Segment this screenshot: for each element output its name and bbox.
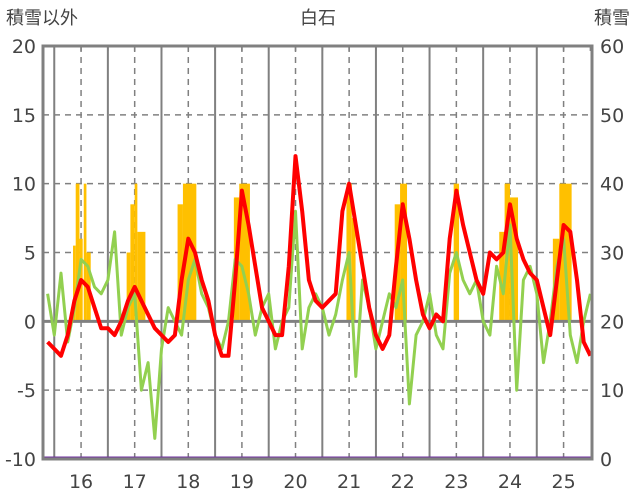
snow-bar — [75, 183, 80, 322]
left-tick-label: -10 — [5, 449, 36, 471]
x-tick-label: 19 — [230, 471, 254, 493]
right-axis-label: 積雪 — [594, 8, 630, 29]
snow-bar — [83, 183, 87, 322]
snow-bar — [134, 183, 138, 322]
left-tick-label: 10 — [12, 174, 36, 196]
plot-frame — [41, 44, 594, 461]
x-tick-label: 18 — [176, 471, 200, 493]
right-tick-label: 40 — [600, 174, 624, 196]
snow-bar — [400, 183, 408, 322]
snow-bar — [177, 204, 183, 322]
right-tick-label: 10 — [600, 380, 624, 402]
x-tick-label: 21 — [337, 471, 361, 493]
right-tick-label: 20 — [600, 311, 624, 333]
snow-bar — [73, 245, 76, 322]
snow-bar — [509, 197, 519, 322]
snow-bar — [126, 252, 131, 322]
x-tick-label: 16 — [69, 471, 93, 493]
snow-bar — [351, 218, 356, 322]
x-tick-label: 25 — [551, 471, 575, 493]
left-tick-label: 5 — [24, 243, 36, 265]
left-axis-label: 積雪以外 — [6, 8, 78, 29]
left-tick-label: 15 — [12, 105, 36, 127]
snow-bar — [499, 231, 505, 322]
x-tick-label: 24 — [498, 471, 522, 493]
snow-bar — [239, 183, 250, 322]
x-tick-label: 22 — [391, 471, 415, 493]
left-tick-label: 20 — [12, 36, 36, 58]
right-tick-label: 0 — [600, 449, 612, 471]
x-tick-label: 23 — [444, 471, 468, 493]
x-tick-label: 17 — [123, 471, 147, 493]
x-tick-label: 20 — [283, 471, 307, 493]
right-tick-label: 50 — [600, 105, 624, 127]
left-tick-label: -5 — [17, 380, 36, 402]
chart-title: 白石 — [300, 8, 336, 29]
right-tick-label: 60 — [600, 36, 624, 58]
left-tick-label: 0 — [24, 311, 36, 333]
series-green-line — [46, 209, 592, 440]
snow-bar — [137, 231, 146, 322]
snow-bar — [130, 204, 135, 322]
right-tick-label: 30 — [600, 243, 624, 265]
series-red-line — [46, 154, 593, 358]
